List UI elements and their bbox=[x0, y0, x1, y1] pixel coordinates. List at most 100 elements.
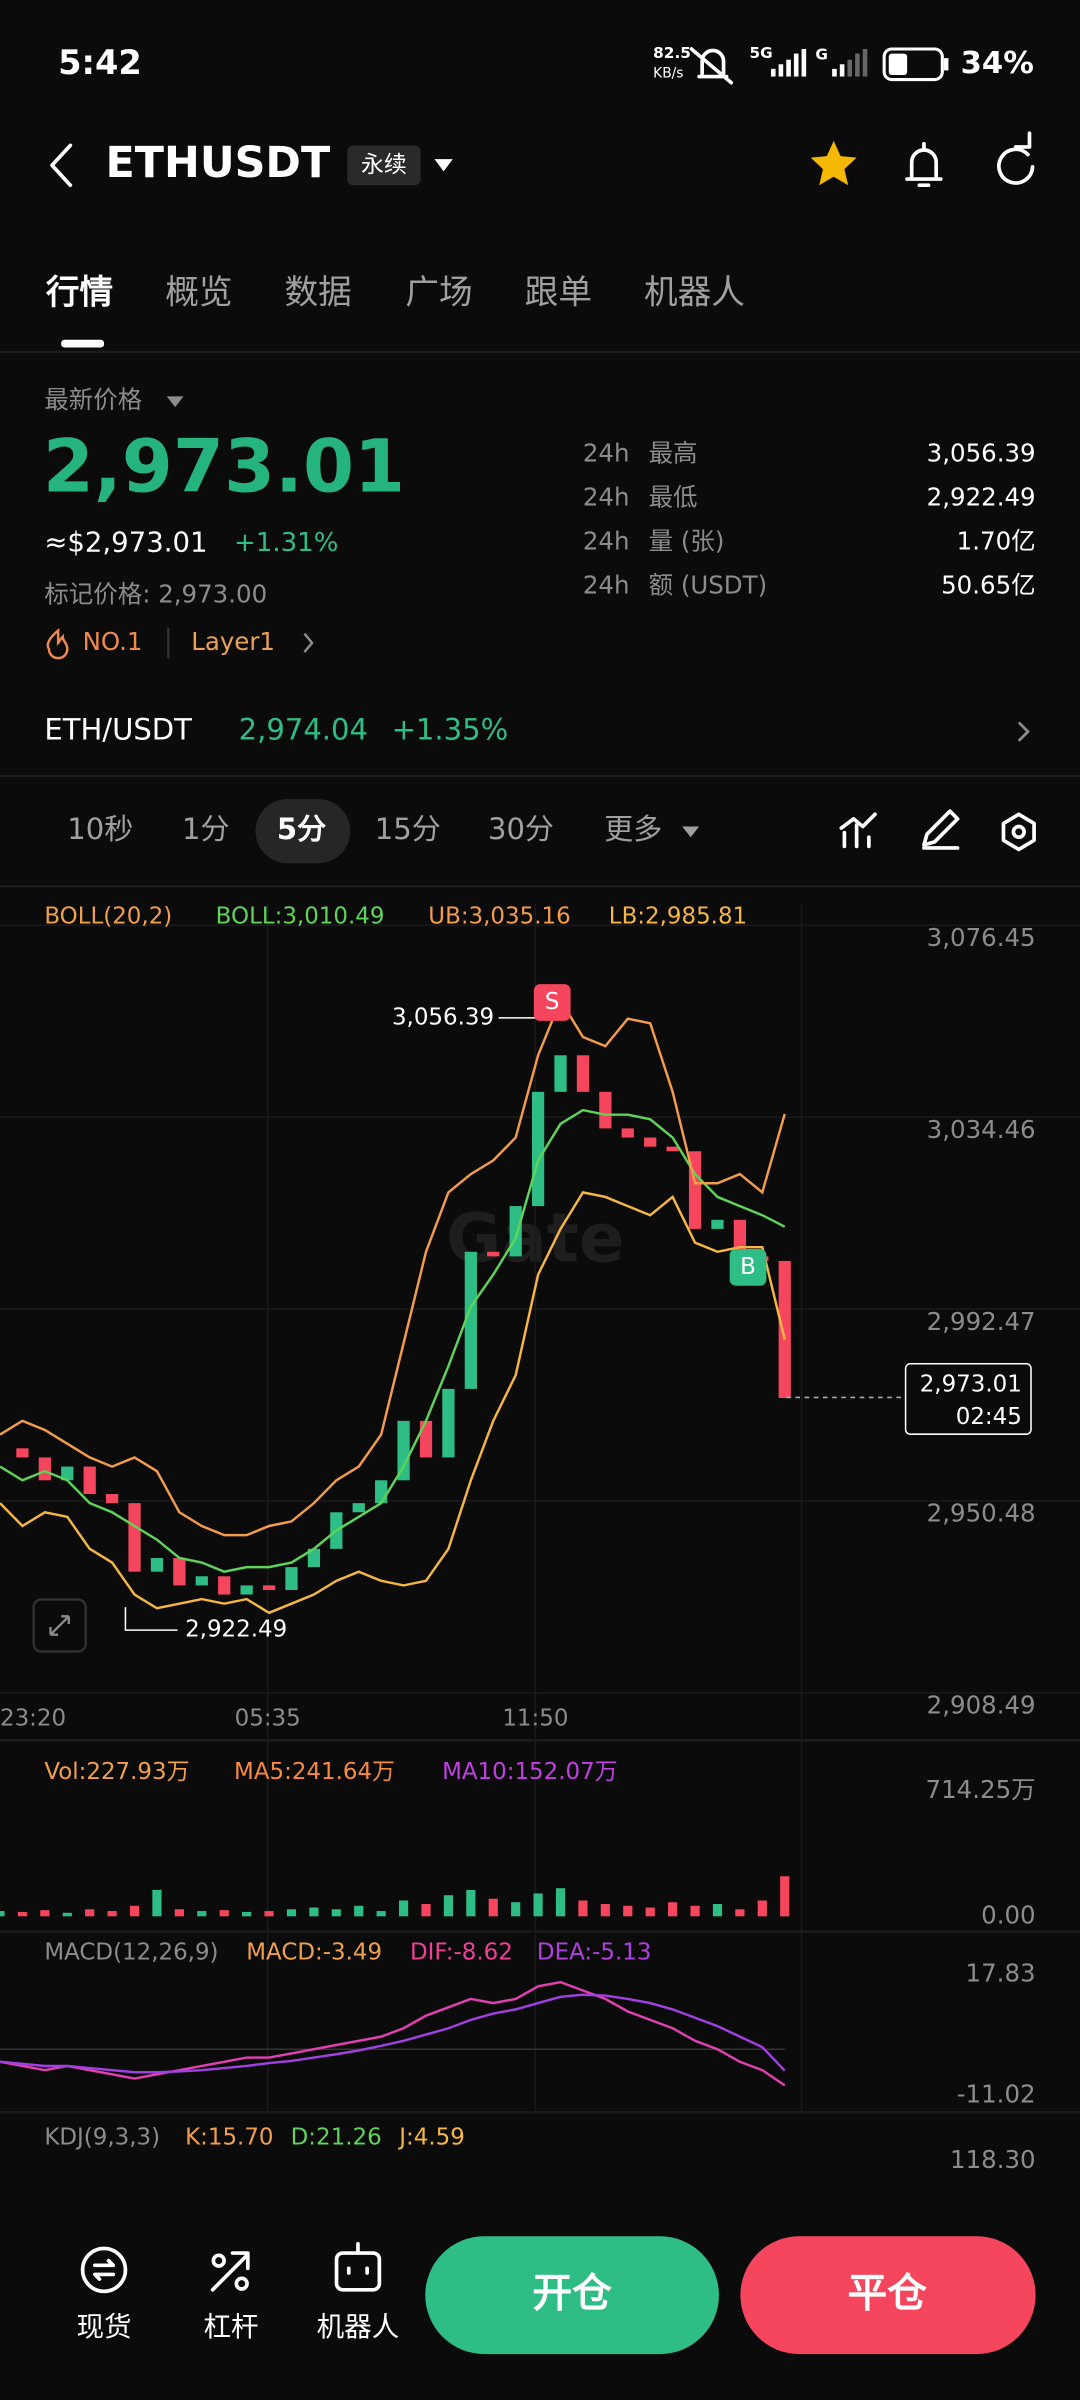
volume-bar bbox=[668, 1902, 678, 1917]
candle bbox=[531, 1091, 545, 1207]
volume-bar bbox=[488, 1898, 498, 1917]
macd-label: MACD(12,26,9) bbox=[44, 1940, 218, 1966]
macd-chart: MACD(12,26,9) MACD:-3.49 DIF:-8.62 DEA:-5.1… bbox=[0, 1940, 1036, 2108]
battery-outline bbox=[882, 47, 944, 82]
interval[interactable]: 1分 bbox=[182, 812, 230, 846]
volume-bar bbox=[600, 1904, 610, 1917]
tab[interactable]: 机器人 bbox=[644, 272, 745, 311]
rank: NO.1 bbox=[83, 627, 143, 656]
last-price-box bbox=[904, 1362, 1032, 1435]
interval[interactable]: 15分 bbox=[375, 812, 441, 846]
share-button[interactable] bbox=[997, 131, 1035, 185]
volume-bar bbox=[107, 1911, 117, 1917]
sector-tag[interactable]: Layer1 bbox=[191, 627, 275, 656]
status-time: 5:42 bbox=[58, 43, 142, 82]
candle bbox=[375, 1480, 388, 1504]
draw-button[interactable] bbox=[922, 809, 960, 850]
volume-bar bbox=[174, 1909, 184, 1917]
open-button-label: 开仓 bbox=[532, 2270, 612, 2316]
candle bbox=[419, 1420, 433, 1458]
kdj-label: KDJ(9,3,3) bbox=[44, 2125, 160, 2151]
volume-bar bbox=[17, 1911, 28, 1917]
x-tick-label: 11:50 bbox=[502, 1705, 568, 1731]
tab[interactable]: 广场 bbox=[405, 272, 472, 311]
content: 5:42 82.5 KB/s 5G G 34% ETHUSDT 永续 行情 概览 数… bbox=[0, 43, 1080, 2400]
tab[interactable]: 概览 bbox=[165, 272, 232, 311]
last-price: 2,973.01 bbox=[43, 424, 405, 509]
price-label-dropdown[interactable] bbox=[166, 396, 184, 408]
macd-label: MACD:-3.49 bbox=[246, 1940, 382, 1966]
volume-bar bbox=[152, 1889, 162, 1917]
back-button[interactable] bbox=[50, 143, 73, 188]
bot-nav-icon bbox=[334, 2242, 382, 2292]
bell-button[interactable] bbox=[905, 142, 943, 188]
mark-price: 标记价格: 2,973.00 bbox=[44, 579, 267, 608]
interval[interactable]: 5分 bbox=[277, 812, 326, 846]
interval[interactable]: 30分 bbox=[488, 812, 554, 846]
band-line bbox=[0, 997, 786, 1537]
open-button[interactable] bbox=[425, 2236, 719, 2355]
tab[interactable]: 跟单 bbox=[525, 272, 592, 311]
sell-marker-bg bbox=[533, 984, 571, 1021]
candle bbox=[128, 1503, 141, 1572]
stat-value: 3,056.39 bbox=[927, 439, 1036, 468]
candle bbox=[397, 1420, 410, 1481]
band-label: UB:3,035.16 bbox=[428, 903, 570, 929]
band-line bbox=[0, 1190, 786, 1615]
candle bbox=[218, 1576, 231, 1595]
volume-bar bbox=[40, 1910, 50, 1917]
spot-chevron[interactable] bbox=[1017, 721, 1030, 742]
volume-bar bbox=[466, 1889, 476, 1917]
signal-label: 5G bbox=[750, 44, 773, 62]
volume-bar bbox=[712, 1904, 723, 1917]
signal-bar bbox=[847, 59, 853, 77]
settings-icon bbox=[1001, 812, 1036, 852]
interval[interactable]: 更多 bbox=[604, 812, 662, 846]
kdj-chart: KDJ(9,3,3) K:15.70 D:21.26 J:4.59 bbox=[44, 2125, 464, 2151]
kdj-label: D:21.26 bbox=[291, 2125, 382, 2151]
y-tick-label: 714.25万 bbox=[926, 1775, 1036, 1804]
bell-icon bbox=[905, 142, 943, 188]
band-label: LB:2,985.81 bbox=[609, 903, 747, 929]
volume-bar bbox=[354, 1905, 364, 1917]
mute-icon-path bbox=[689, 47, 734, 85]
stat-name: 最高 bbox=[649, 439, 698, 468]
symbol-dropdown[interactable] bbox=[434, 159, 453, 172]
y-tick-label: -11.02 bbox=[957, 2079, 1036, 2108]
tab[interactable]: 行情 bbox=[46, 272, 113, 311]
nav-item[interactable]: 杠杆 bbox=[203, 2311, 258, 2343]
tab[interactable]: 数据 bbox=[285, 272, 352, 311]
indicator-button[interactable] bbox=[839, 812, 877, 849]
candle bbox=[711, 1219, 724, 1229]
nav-item[interactable]: 机器人 bbox=[317, 2311, 400, 2343]
volume-label: Vol:227.93万 bbox=[44, 1759, 189, 1785]
volume-bar bbox=[421, 1904, 431, 1917]
y-tick-label: 3,076.45 bbox=[927, 923, 1036, 952]
spot-pair[interactable]: ETH/USDT bbox=[44, 713, 192, 747]
volume-bar bbox=[511, 1902, 521, 1917]
margin-icon-arrow bbox=[210, 2251, 250, 2292]
candle bbox=[262, 1585, 276, 1590]
price-chart[interactable]: Gate3,076.453,034.462,992.472,950.482,90… bbox=[0, 903, 1080, 2113]
usd-price: ≈$2,973.01 bbox=[44, 526, 207, 558]
settings-button[interactable] bbox=[1001, 812, 1036, 852]
volume-bar bbox=[780, 1876, 790, 1917]
interval-bar: 10秒 1分 5分 15分 30分 更多 bbox=[67, 812, 662, 846]
more-dropdown[interactable] bbox=[682, 826, 700, 838]
favorite-star[interactable] bbox=[810, 140, 857, 186]
price-label: 最新价格 bbox=[44, 385, 142, 414]
close-button[interactable] bbox=[740, 2236, 1036, 2355]
volume-bar bbox=[286, 1909, 297, 1917]
interval[interactable]: 10秒 bbox=[67, 812, 133, 846]
volume-bar bbox=[0, 1911, 5, 1917]
nav-items: 现货 杠杆 机器人 bbox=[76, 2311, 399, 2343]
spot-nav-icon bbox=[80, 2246, 128, 2294]
candle bbox=[464, 1251, 477, 1389]
volume-bar bbox=[219, 1910, 229, 1917]
fullscreen-button[interactable] bbox=[32, 1598, 87, 1653]
nav-item[interactable]: 现货 bbox=[76, 2311, 131, 2343]
signal-bar bbox=[839, 64, 845, 77]
candle bbox=[105, 1493, 119, 1504]
